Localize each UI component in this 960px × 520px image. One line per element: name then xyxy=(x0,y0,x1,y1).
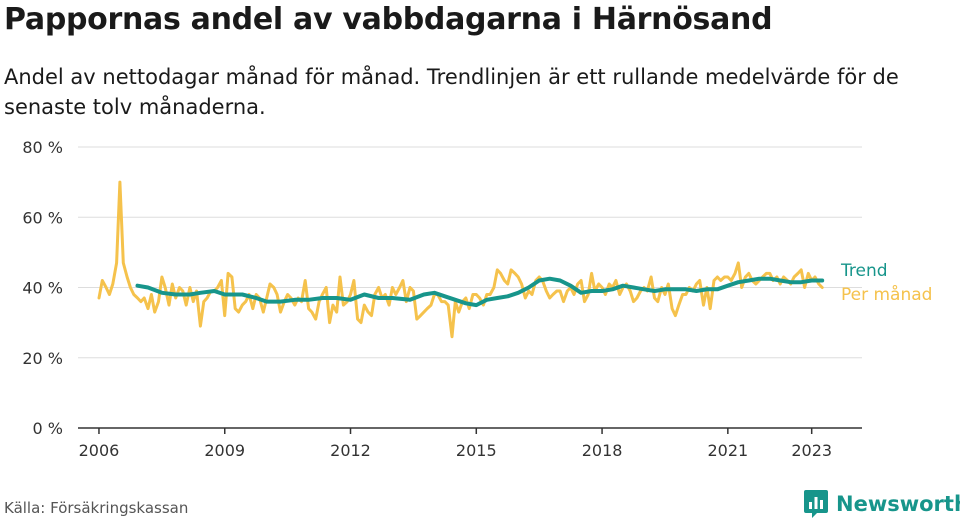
legend: Per månad Trend xyxy=(840,261,932,305)
legend-label-monthly: Per månad xyxy=(841,284,932,305)
chart-subtitle: Andel av nettodagar månad för månad. Tre… xyxy=(4,65,899,119)
y-tick-label: 20 % xyxy=(22,349,63,368)
gridlines xyxy=(78,146,862,359)
x-tick-label: 2009 xyxy=(204,441,245,460)
series-layer xyxy=(97,180,825,339)
newsworthy-logo-icon xyxy=(804,490,828,518)
chart-title: Pappornas andel av vabbdagarna i Härnösa… xyxy=(4,2,773,37)
series-line-trend xyxy=(135,276,825,308)
x-tick-label: 2021 xyxy=(707,441,748,460)
brand-logo[interactable]: Newsworthy xyxy=(803,488,960,520)
y-tick-label: 80 % xyxy=(22,138,63,157)
x-tick-label: 2018 xyxy=(582,441,623,460)
x-tick-label: 2023 xyxy=(791,441,832,460)
y-tick-label: 0 % xyxy=(33,419,63,438)
source-note: Källa: Försäkringskassan xyxy=(4,499,189,517)
x-tick-label: 2015 xyxy=(456,441,497,460)
x-tick-label: 2006 xyxy=(79,441,120,460)
y-tick-label: 60 % xyxy=(22,208,63,227)
series-line-monthly xyxy=(97,180,824,339)
legend-label-trend: Trend xyxy=(840,261,888,281)
brand-name: Newsworthy xyxy=(836,492,960,516)
x-tick-label: 2012 xyxy=(330,441,371,460)
y-axis: 0 % 20 % 40 % 60 % 80 % xyxy=(22,138,63,438)
y-tick-label: 40 % xyxy=(22,279,63,298)
x-axis: 2006 2009 2012 2015 2018 2021 2023 xyxy=(78,427,862,460)
